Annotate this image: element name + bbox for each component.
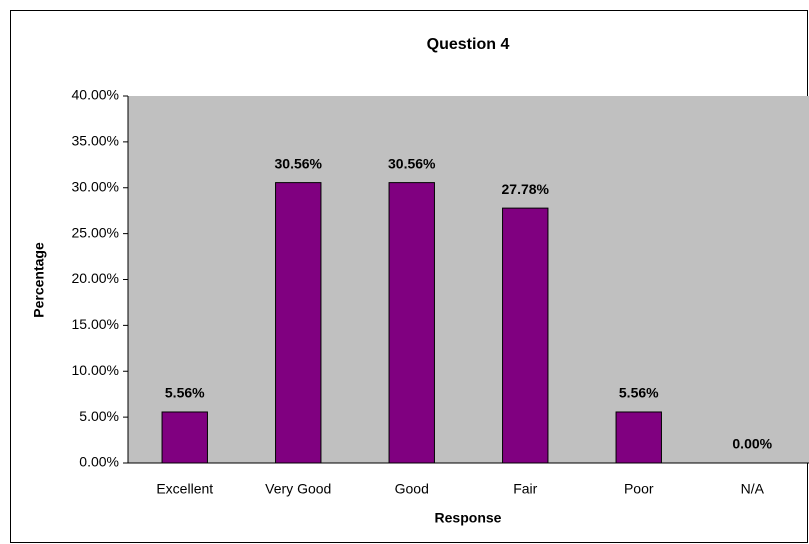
x-tick-label: Very Good [265,481,331,497]
x-tick-label: Fair [513,481,537,497]
x-tick-label: Poor [624,481,654,497]
x-tick-label: Excellent [156,481,213,497]
data-label: 5.56% [619,385,659,401]
y-tick-label: 5.00% [79,408,119,424]
y-tick-label: 0.00% [79,454,119,470]
x-axis-label: Response [435,510,502,526]
data-label: 0.00% [732,436,772,452]
x-tick-label: Good [395,481,429,497]
x-tick-label: N/A [741,481,765,497]
y-tick-label: 25.00% [72,224,119,240]
bar [615,411,662,464]
plot-area [128,96,809,463]
data-label: 27.78% [502,181,550,197]
bar [161,411,208,464]
y-tick-label: 35.00% [72,133,119,149]
chart-title: Question 4 [427,36,510,53]
data-label: 5.56% [165,385,205,401]
bar [388,182,435,464]
y-tick-label: 40.00% [72,87,119,103]
y-tick-label: 10.00% [72,362,119,378]
data-label: 30.56% [388,155,436,171]
y-tick-label: 20.00% [72,270,119,286]
y-tick-label: 30.00% [72,178,119,194]
bar [275,182,322,464]
bar [502,207,549,464]
y-axis-label: Percentage [31,242,47,318]
data-label: 30.56% [275,155,323,171]
y-tick-label: 15.00% [72,316,119,332]
